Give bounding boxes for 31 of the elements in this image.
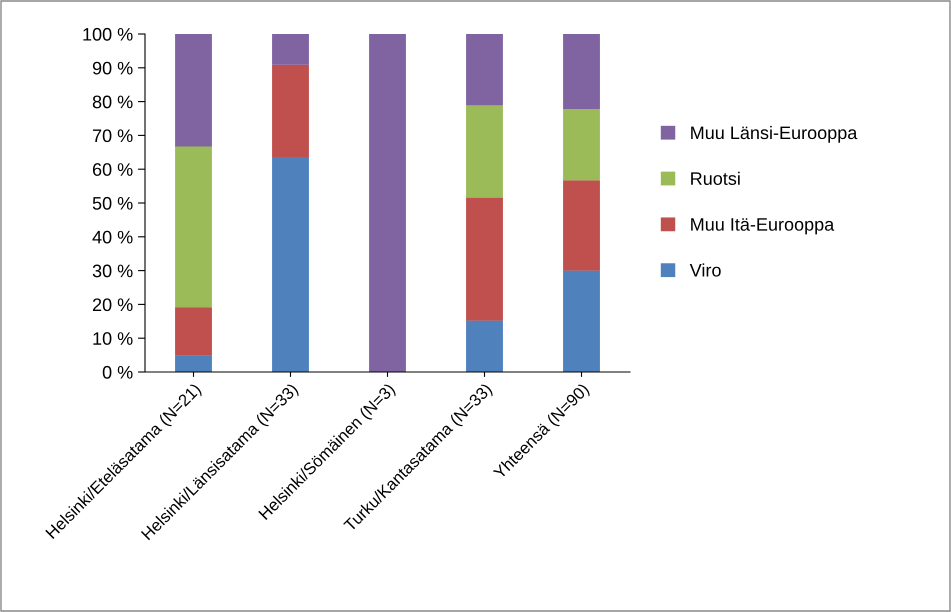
bar bbox=[175, 146, 212, 308]
y-tick-label: 50 % bbox=[92, 196, 133, 210]
y-tick-label: 100 % bbox=[83, 28, 133, 41]
y-tick-label: 80 % bbox=[92, 96, 133, 108]
y-tick-label: 10 % bbox=[93, 332, 133, 345]
y-tick-label: 90 % bbox=[92, 62, 133, 75]
legend-label: Muu Itä-Eurooppa bbox=[691, 218, 834, 234]
y-tick-label: 20 % bbox=[92, 298, 133, 312]
y-tick-label: 0 % bbox=[102, 366, 133, 379]
bar bbox=[466, 198, 503, 321]
bar bbox=[272, 64, 309, 158]
bar bbox=[563, 34, 600, 110]
bar bbox=[369, 34, 406, 372]
bar bbox=[563, 109, 600, 180]
bar bbox=[175, 356, 212, 372]
bar bbox=[466, 105, 503, 198]
bar bbox=[175, 307, 212, 356]
legend-label: Ruotsi bbox=[691, 172, 740, 185]
bar bbox=[563, 180, 600, 271]
bar bbox=[175, 34, 212, 147]
y-tick-label: 70 % bbox=[92, 129, 133, 142]
bar bbox=[466, 320, 503, 372]
bar bbox=[272, 34, 309, 65]
bar bbox=[272, 157, 309, 372]
legend-label: Viro bbox=[690, 263, 721, 277]
y-tick-label: 60 % bbox=[92, 163, 133, 176]
bar bbox=[563, 270, 600, 372]
y-tick-label: 30 % bbox=[92, 264, 133, 278]
bar bbox=[466, 34, 503, 106]
legend-label: Muu Länsi-Eurooppa bbox=[691, 126, 858, 143]
y-tick-label: 40 % bbox=[92, 230, 133, 244]
